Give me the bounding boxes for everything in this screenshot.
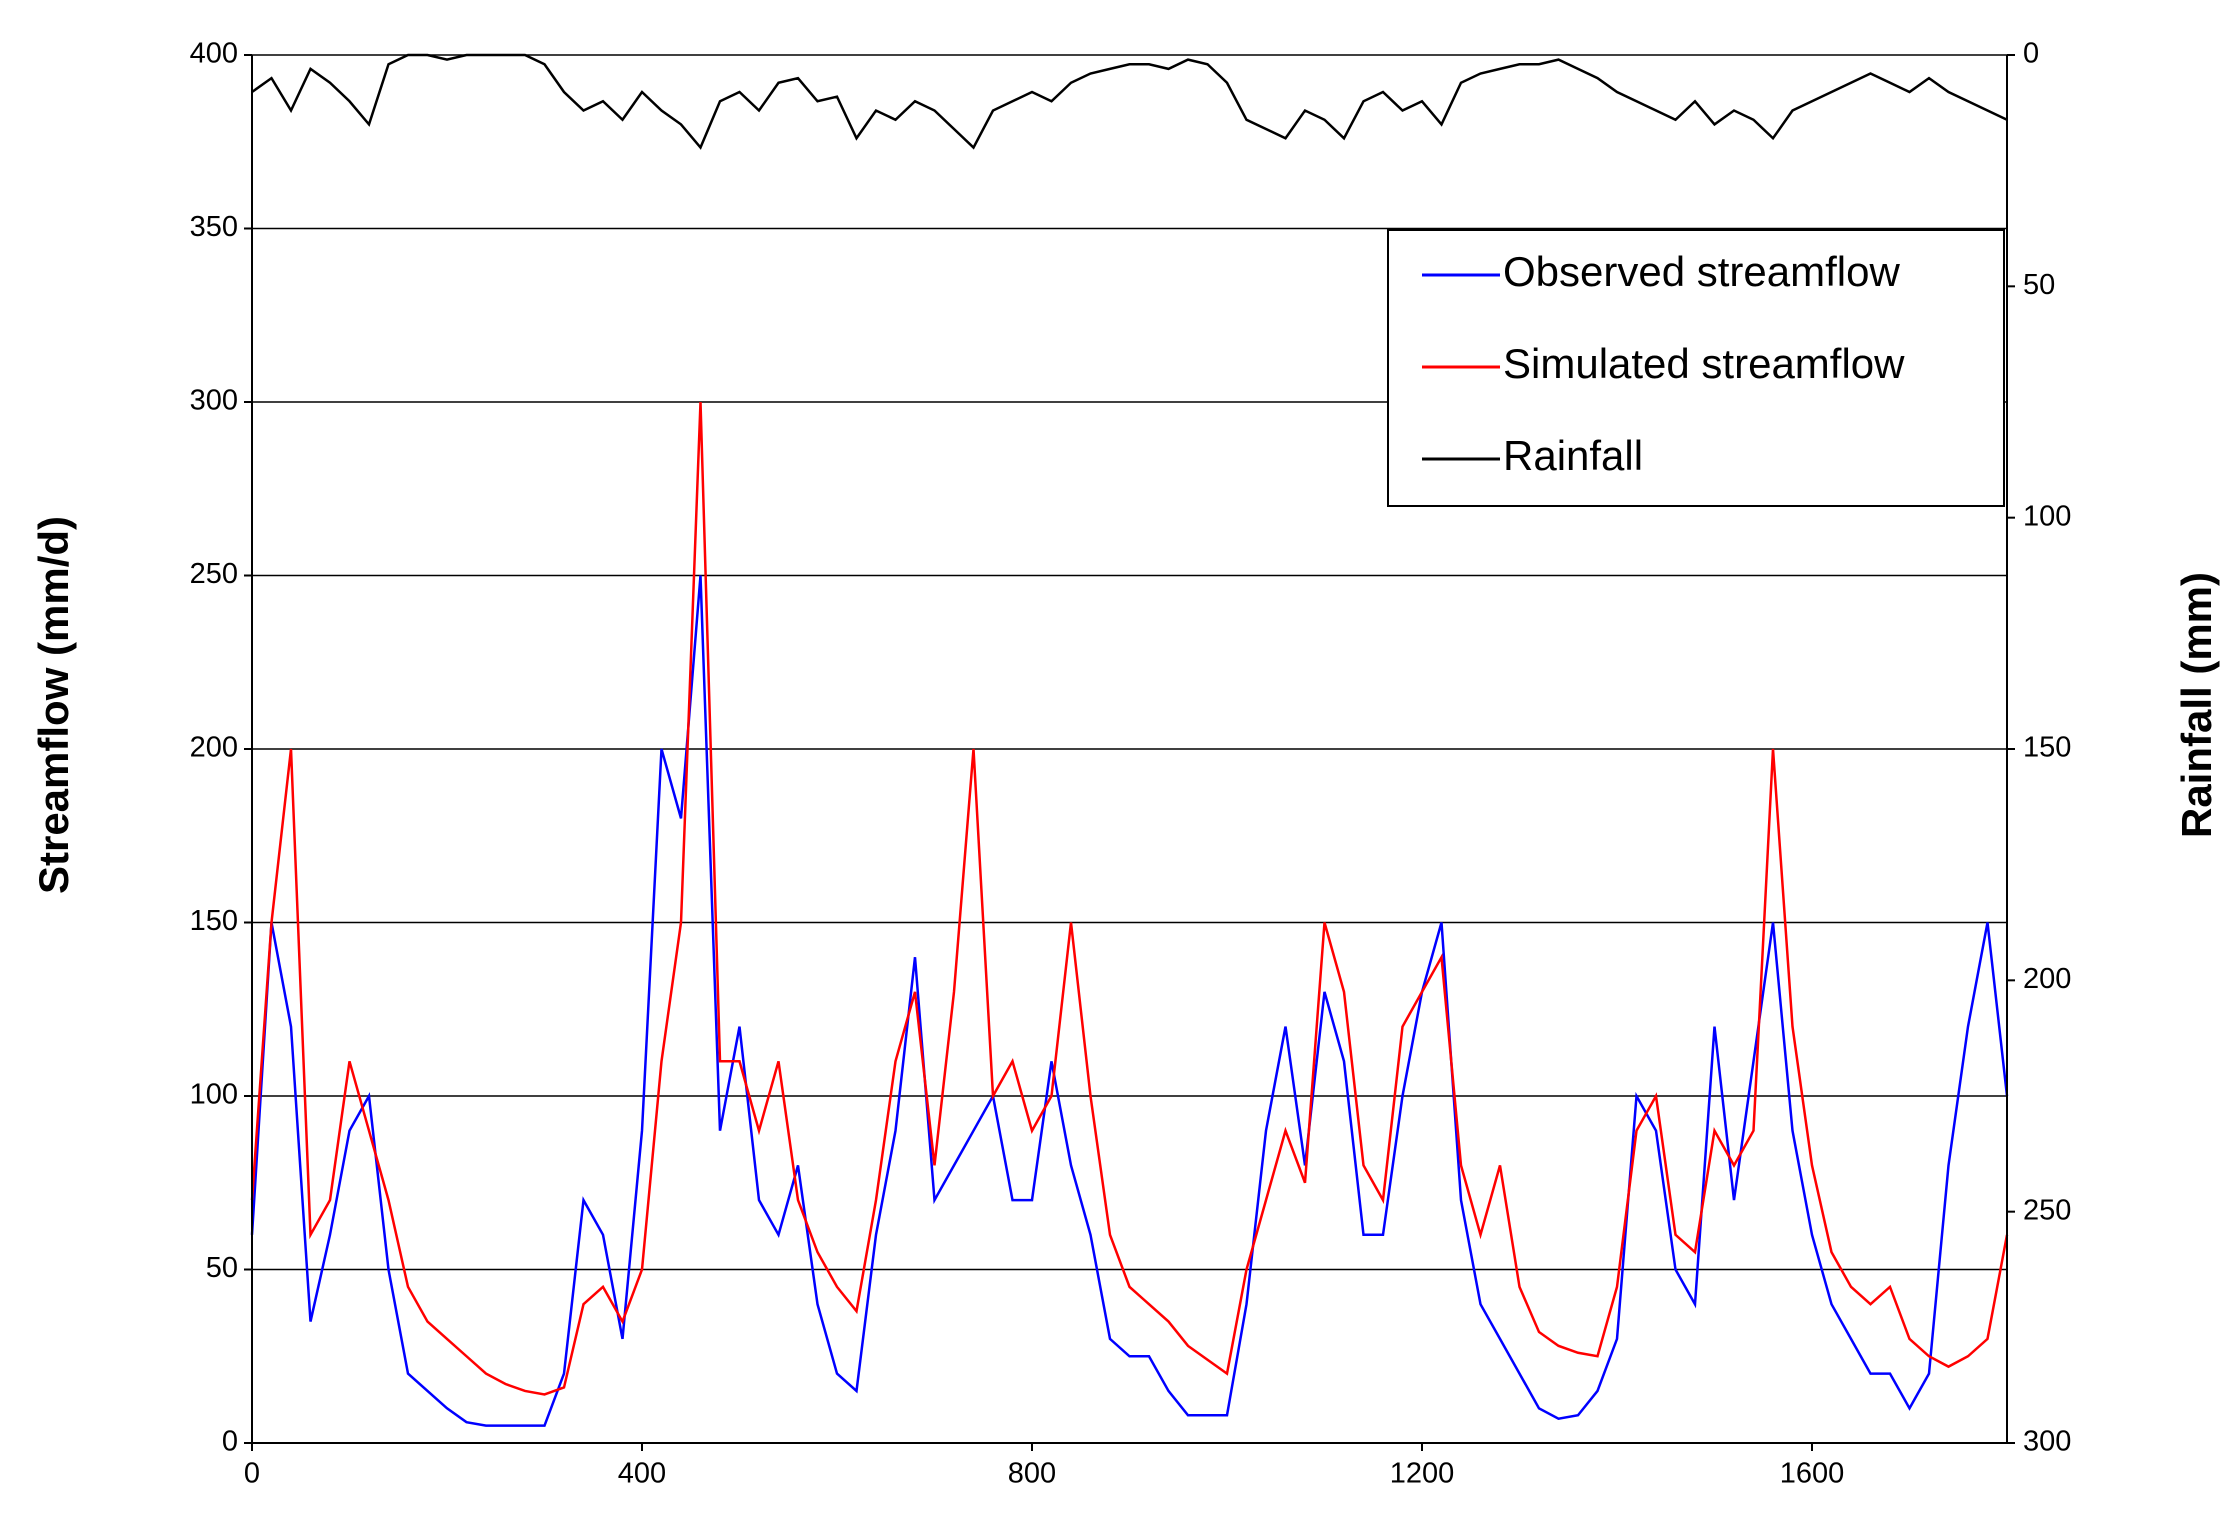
y2-tick-label: 100 (2023, 500, 2071, 532)
plot (250, 53, 2009, 1427)
y-tick-label: 300 (190, 385, 238, 417)
y-tick-label: 250 (190, 558, 238, 590)
y-tick-label: 50 (206, 1252, 238, 1284)
y2-tick-label: 150 (2023, 732, 2071, 764)
y-tick-label: 350 (190, 211, 238, 243)
x-tick-label: 400 (618, 1458, 666, 1490)
y2-tick-label: 0 (2023, 38, 2039, 70)
legend-label: Observed streamflow (1503, 248, 1900, 295)
y2-tick-label: 250 (2023, 1194, 2071, 1226)
series-line (250, 401, 2009, 1396)
y-tick-label: 200 (190, 732, 238, 764)
x-tick-label: 0 (244, 1458, 260, 1490)
x-tick-label: 1200 (1390, 1458, 1455, 1490)
series-line (251, 53, 2008, 150)
y2-axis-label: Rainfall (mm) (2173, 572, 2220, 838)
y2-tick-label: 300 (2023, 1426, 2071, 1458)
y-tick-label: 150 (190, 905, 238, 937)
legend-label: Rainfall (1503, 432, 1643, 479)
y-tick-label: 100 (190, 1079, 238, 1111)
y-tick-label: 400 (190, 38, 238, 70)
x-tick-label: 800 (1008, 1458, 1056, 1490)
y2-tick-label: 200 (2023, 963, 2071, 995)
legend: Observed streamflow Simulated streamflow R… (1387, 229, 2005, 507)
legend-label: Simulated streamflow (1503, 340, 1905, 387)
y-axis-label: Streamflow (mm/d) (30, 516, 77, 894)
x-tick-label: 1600 (1780, 1458, 1845, 1490)
y-tick-label: 0 (222, 1426, 238, 1458)
y2-tick-label: 50 (2023, 269, 2055, 301)
series-line (250, 575, 2009, 1427)
